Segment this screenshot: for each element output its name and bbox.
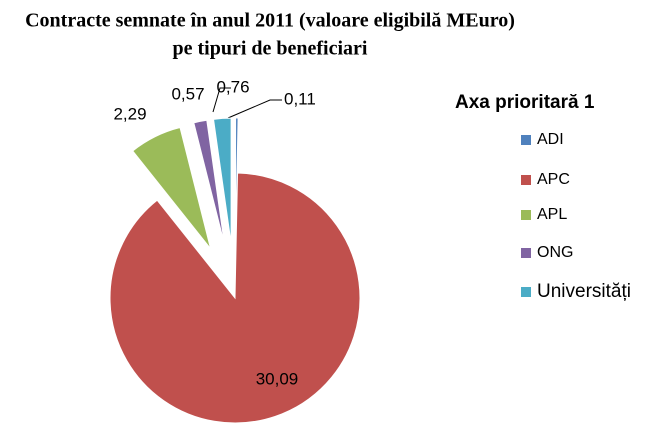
- leader-line: [212, 87, 231, 113]
- pie-slice: [109, 172, 361, 423]
- legend-label: APC: [537, 171, 570, 188]
- data-label: 2,29: [113, 104, 146, 123]
- chart-title: Contracte semnate în anul 2011 (valoare …: [25, 10, 515, 32]
- chart-title: pe tipuri de beneficiari: [173, 38, 368, 60]
- legend-swatch: [521, 210, 531, 220]
- data-label: 0,76: [216, 77, 249, 96]
- legend-label: Universități: [537, 281, 631, 302]
- legend-label: ADI: [537, 131, 564, 148]
- legend-swatch: [521, 248, 531, 258]
- pie-slice: [235, 117, 239, 244]
- leader-line: [227, 99, 282, 119]
- data-label: 0,57: [171, 84, 204, 103]
- pie-slice: [212, 117, 232, 244]
- data-label: 0,11: [284, 89, 316, 108]
- data-label: 30,09: [256, 369, 299, 388]
- pie-slice: [193, 119, 225, 245]
- legend-swatch: [521, 135, 531, 145]
- legend-label: ONG: [537, 244, 573, 261]
- legend-swatch: [521, 287, 531, 297]
- pie-slice: [132, 126, 212, 250]
- legend-title: Axa prioritară 1: [455, 92, 595, 113]
- legend-swatch: [521, 175, 531, 185]
- legend-label: APL: [537, 206, 567, 223]
